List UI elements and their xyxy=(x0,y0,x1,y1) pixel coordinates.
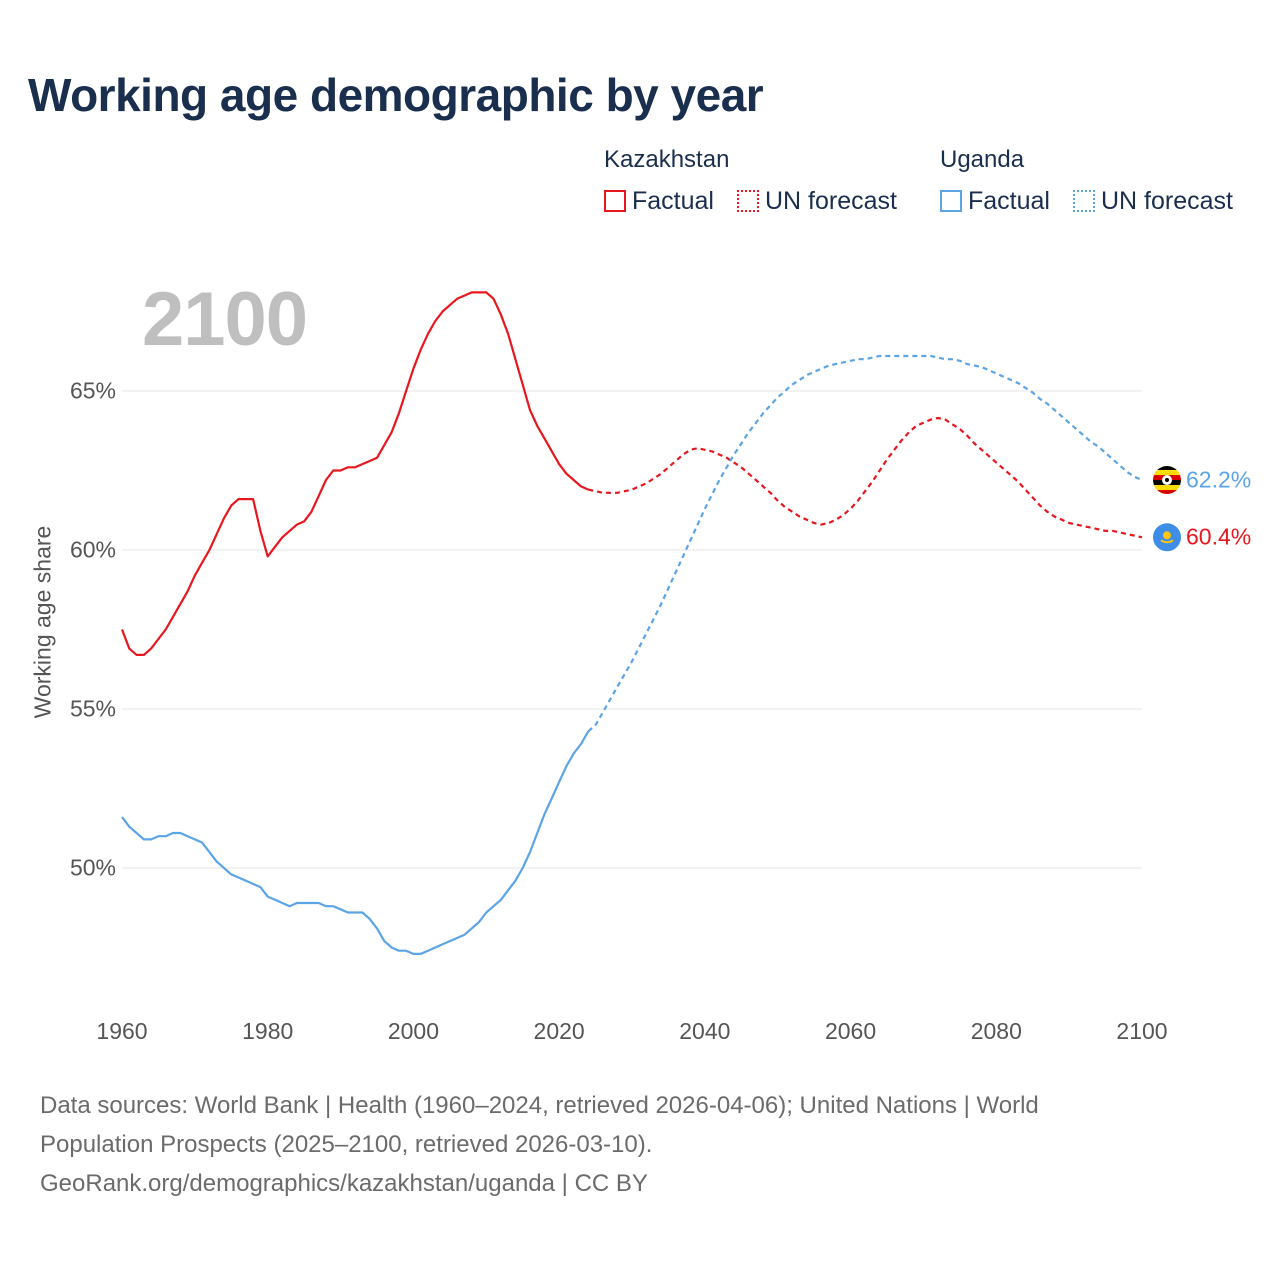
x-tick-label: 2000 xyxy=(387,1018,440,1044)
y-tick-label: 60% xyxy=(69,536,116,563)
uganda-flag-icon xyxy=(1153,466,1181,495)
series-lines xyxy=(120,291,1143,956)
y-tick-label: 50% xyxy=(69,854,116,881)
legend-uganda-forecast[interactable]: UN forecast xyxy=(1073,186,1233,216)
legend-label: UN forecast xyxy=(1101,186,1233,215)
gridlines xyxy=(122,390,1142,869)
x-tick-label: 1960 xyxy=(96,1018,148,1044)
x-tick-label: 2060 xyxy=(824,1018,877,1044)
x-tick-label: 1980 xyxy=(242,1018,294,1044)
legend-group-uganda: Uganda xyxy=(940,146,1025,173)
kazakhstan-end-value: 60.4% xyxy=(1186,523,1252,550)
legend-uganda-factual[interactable]: Factual xyxy=(940,186,1050,216)
footer-line: Data sources: World Bank | Health (1960–… xyxy=(40,1092,1039,1119)
kazakhstan-factual-line xyxy=(120,291,589,657)
legend-swatch-dotted-red xyxy=(737,190,759,212)
y-tick-label: 55% xyxy=(69,695,116,722)
legend-swatch-solid-blue xyxy=(940,190,962,212)
legend-kazakhstan-factual[interactable]: Factual xyxy=(604,186,714,216)
year-watermark: 2100 xyxy=(142,277,308,362)
legend-label: UN forecast xyxy=(765,186,897,215)
chart-title: Working age demographic by year xyxy=(28,69,764,121)
legend-label: Factual xyxy=(968,186,1050,215)
x-tick-label: 2080 xyxy=(970,1018,1022,1044)
footer-line: GeoRank.org/demographics/kazakhstan/ugan… xyxy=(40,1170,648,1197)
uganda-factual-line xyxy=(121,730,590,956)
legend-label: Factual xyxy=(632,186,714,215)
footer-line: Population Prospects (2025–2100, retriev… xyxy=(40,1131,653,1158)
x-tick-label: 2100 xyxy=(1116,1018,1168,1044)
y-tick-label: 65% xyxy=(69,377,116,404)
x-tick-label: 2020 xyxy=(533,1018,585,1044)
kazakhstan-forecast-line xyxy=(588,416,1143,539)
end-markers xyxy=(1153,466,1181,552)
uganda-forecast-line xyxy=(587,354,1143,733)
x-tick-label: 2040 xyxy=(679,1018,731,1044)
uganda-end-value: 62.2% xyxy=(1186,466,1252,493)
footer-sources: Data sources: World Bank | Health (1960–… xyxy=(40,1086,1240,1203)
legend-swatch-solid-red xyxy=(604,190,626,212)
kazakhstan-flag-icon xyxy=(1153,523,1181,552)
legend-group-kazakhstan: Kazakhstan xyxy=(604,146,730,173)
legend-kazakhstan-forecast[interactable]: UN forecast xyxy=(737,186,897,216)
legend-swatch-dotted-blue xyxy=(1073,190,1095,212)
